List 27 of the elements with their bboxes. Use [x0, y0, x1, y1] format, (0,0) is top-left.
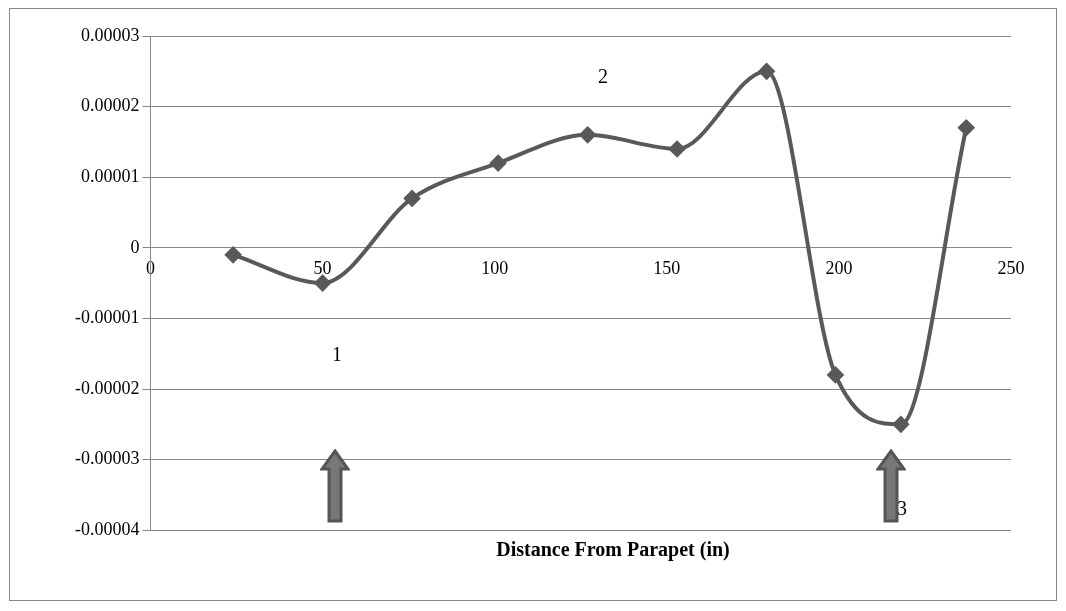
point [314, 275, 331, 292]
y-tick-label: -0.00001 [74, 307, 140, 328]
y-tick-label: 0.00003 [80, 24, 140, 45]
point [758, 63, 775, 80]
annotation: 3 [897, 497, 907, 519]
point [225, 246, 242, 263]
point [669, 140, 686, 157]
annotation: 2 [598, 65, 608, 87]
y-tick-label: -0.00002 [74, 377, 140, 398]
y-tick-label: -0.00003 [74, 448, 140, 469]
point [958, 119, 975, 136]
y-tick-label: -0.00004 [74, 518, 140, 539]
x-tick-label: 100 [481, 258, 509, 279]
y-tick-label: 0.00001 [80, 165, 140, 186]
point [579, 126, 596, 143]
point [892, 416, 909, 433]
annotation: 1 [332, 343, 342, 365]
y-tick-label: 0.00002 [80, 95, 140, 116]
x-tick-label: 50 [313, 258, 332, 279]
point [404, 190, 421, 207]
y-tick-label: 0 [130, 236, 140, 257]
point [490, 155, 507, 172]
point [827, 366, 844, 383]
x-axis-title: Distance From Parapet (in) [495, 538, 731, 561]
x-tick-label: 150 [653, 258, 681, 279]
x-tick-label: 200 [825, 258, 853, 279]
x-tick-label: 250 [997, 258, 1025, 279]
